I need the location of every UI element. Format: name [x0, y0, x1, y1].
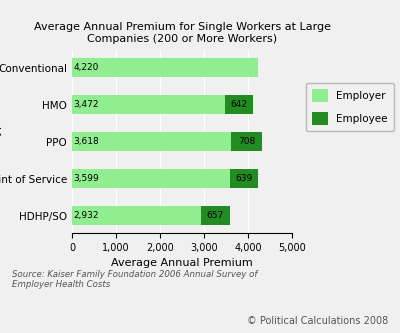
Bar	[72, 169, 230, 188]
Text: Source: Kaiser Family Foundation 2006 Annual Survey of
Employer Health Costs: Source: Kaiser Family Foundation 2006 An…	[12, 270, 257, 289]
Text: 3,618: 3,618	[73, 137, 99, 146]
Text: © Political Calculations 2008: © Political Calculations 2008	[247, 316, 388, 326]
Bar	[72, 206, 201, 225]
Title: Average Annual Premium for Single Workers at Large
Companies (200 or More Worker: Average Annual Premium for Single Worker…	[34, 22, 330, 44]
Bar	[72, 58, 258, 77]
Bar	[72, 132, 231, 151]
Bar	[225, 95, 253, 114]
Text: 642: 642	[230, 100, 247, 109]
Bar	[231, 132, 262, 151]
Text: 3,472: 3,472	[73, 100, 99, 109]
Bar	[230, 169, 258, 188]
Bar	[72, 95, 225, 114]
Text: 657: 657	[207, 211, 224, 220]
Text: 3,599: 3,599	[73, 174, 99, 183]
X-axis label: Average Annual Premium: Average Annual Premium	[111, 258, 253, 268]
Text: 4,220: 4,220	[73, 63, 99, 72]
Text: 708: 708	[238, 137, 255, 146]
Text: 2,932: 2,932	[73, 211, 99, 220]
Bar	[201, 206, 230, 225]
Legend: Employer, Employee: Employer, Employee	[306, 83, 394, 131]
Y-axis label: Plan Type: Plan Type	[0, 115, 2, 168]
Text: 639: 639	[236, 174, 253, 183]
